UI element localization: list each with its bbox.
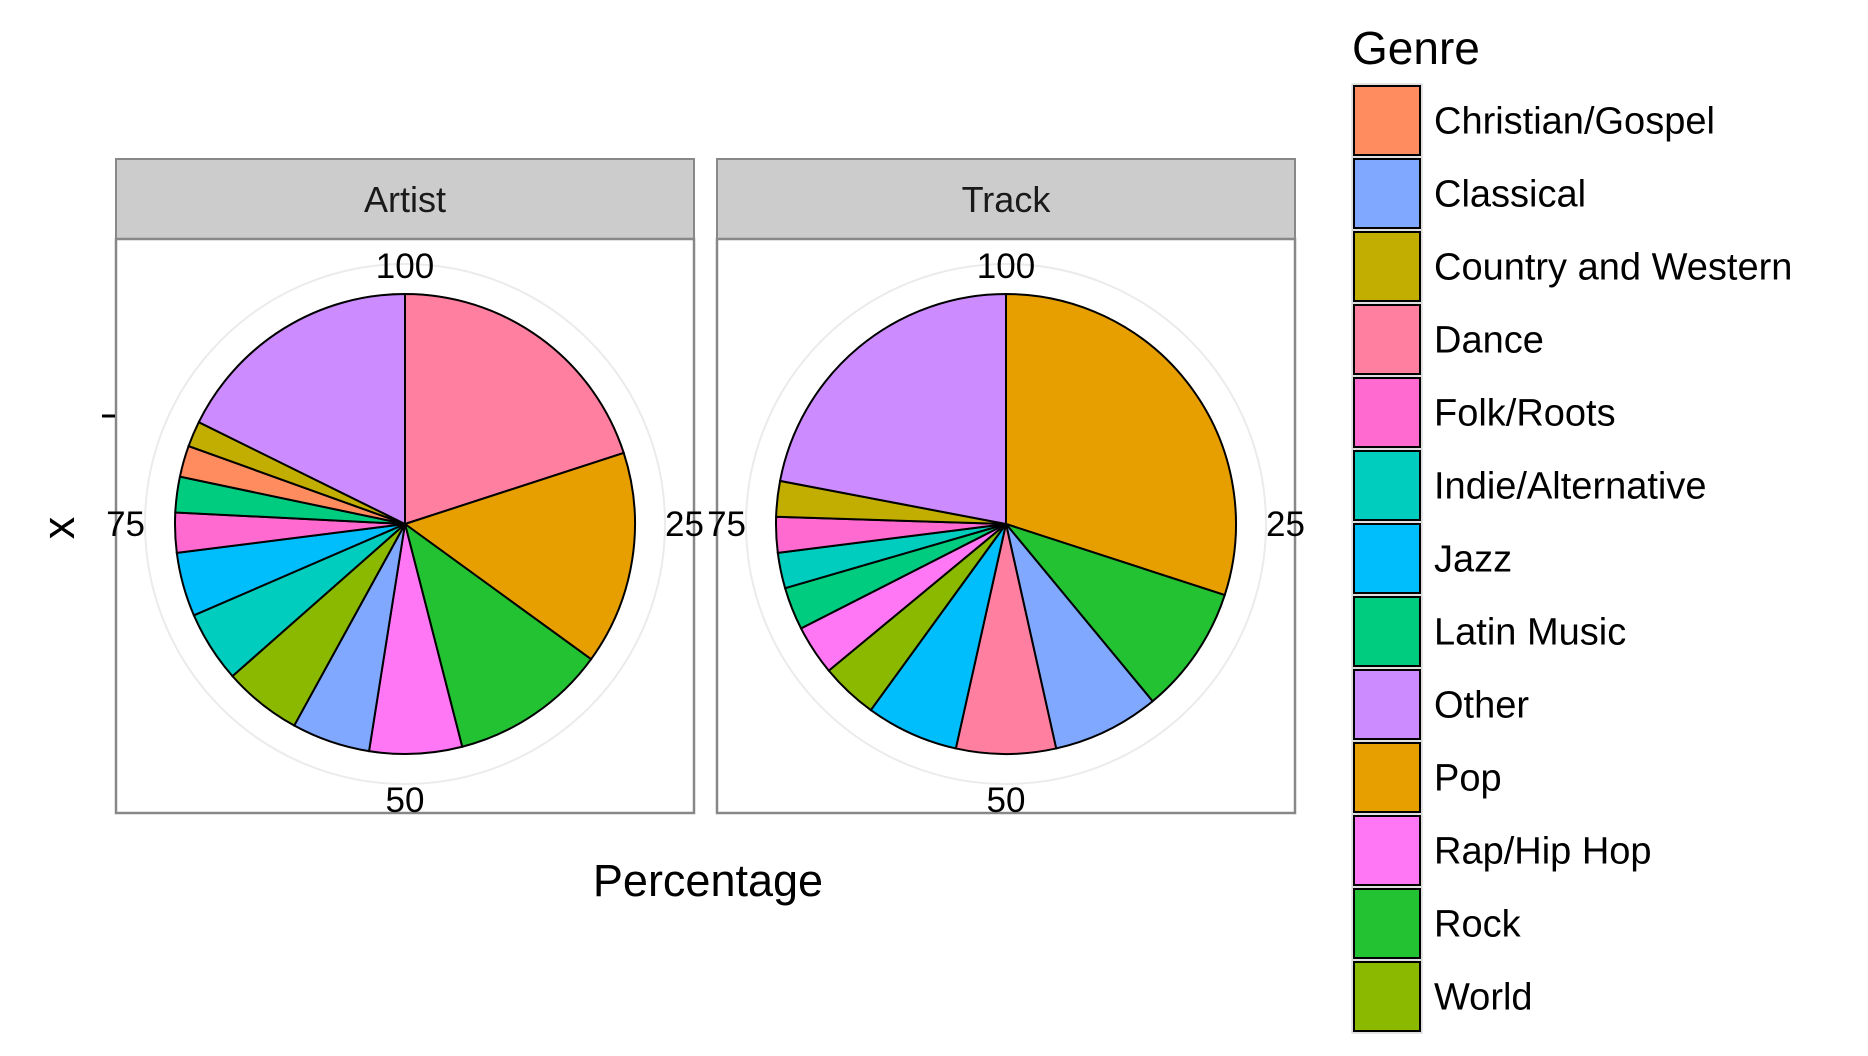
- legend-key-swatch: [1353, 815, 1421, 886]
- facet-strip: [115, 158, 695, 240]
- legend-item-rock: Rock: [1351, 886, 1522, 961]
- legend-label: Rock: [1434, 904, 1522, 946]
- facet-panels: Artist 100 25 50 75 Track 100 25 50 75: [106, 158, 1305, 820]
- legend-item-other: Other: [1351, 667, 1529, 742]
- angle-tick-label: 75: [707, 505, 746, 544]
- facet-strip-label: Track: [962, 179, 1052, 220]
- legend-label: Dance: [1434, 320, 1544, 362]
- slice-other: [197, 292, 406, 526]
- legend-key-swatch: [1353, 669, 1421, 740]
- angle-tick-label: 50: [386, 781, 425, 820]
- legend-key-swatch: [1353, 523, 1421, 594]
- legend-item-christian-gospel: Christian/Gospel: [1351, 83, 1715, 158]
- legend-key-swatch: [1353, 158, 1421, 229]
- angle-tick-label: 100: [977, 247, 1035, 286]
- legend-item-rap-hip-hop: Rap/Hip Hop: [1351, 813, 1652, 888]
- legend-key-swatch: [1353, 304, 1421, 375]
- x-axis-title: Percentage: [593, 855, 823, 906]
- facet-strip-label: Artist: [364, 179, 446, 220]
- legend-item-indie-alternative: Indie/Alternative: [1351, 448, 1707, 523]
- panel-artist: Artist 100 25 50 75: [106, 158, 704, 820]
- legend-item-dance: Dance: [1351, 302, 1544, 377]
- legend: Genre Christian/Gospel Classical Country a…: [1351, 22, 1792, 1034]
- legend-key-swatch: [1353, 888, 1421, 959]
- legend-label: Christian/Gospel: [1434, 101, 1715, 143]
- legend-item-world: World: [1351, 959, 1533, 1034]
- legend-label: World: [1434, 977, 1533, 1019]
- legend-label: Pop: [1434, 758, 1502, 800]
- legend-label: Rap/Hip Hop: [1434, 831, 1652, 873]
- legend-item-latin-music: Latin Music: [1351, 594, 1626, 669]
- legend-item-jazz: Jazz: [1351, 521, 1512, 596]
- legend-key-swatch: [1353, 961, 1421, 1032]
- panel-track: Track 100 25 50 75: [707, 158, 1305, 820]
- legend-item-classical: Classical: [1351, 156, 1586, 231]
- grid-circle: [745, 263, 1267, 785]
- legend-label: Latin Music: [1434, 612, 1626, 654]
- angle-tick-label: 25: [665, 505, 704, 544]
- legend-title: Genre: [1352, 22, 1480, 74]
- legend-label: Jazz: [1434, 539, 1512, 581]
- legend-key-swatch: [1353, 231, 1421, 302]
- facet-strip: [716, 158, 1296, 240]
- angle-tick-label: 50: [987, 781, 1026, 820]
- legend-key-swatch: [1353, 742, 1421, 813]
- legend-item-country-and-western: Country and Western: [1351, 229, 1792, 304]
- y-axis-title: x: [33, 516, 84, 539]
- angle-tick-label: 100: [376, 247, 434, 286]
- legend-items: Christian/Gospel Classical Country and Wes…: [1351, 83, 1792, 1034]
- angle-tick-label: 75: [106, 505, 145, 544]
- slice-dance: [404, 292, 626, 526]
- legend-item-folk-roots: Folk/Roots: [1351, 375, 1616, 450]
- legend-label: Folk/Roots: [1434, 393, 1616, 435]
- slice-classical: [1005, 523, 1155, 750]
- legend-item-pop: Pop: [1351, 740, 1502, 815]
- slice-pop: [402, 451, 636, 661]
- legend-label: Indie/Alternative: [1434, 466, 1707, 508]
- slice-rock: [403, 521, 593, 748]
- slices: [174, 292, 636, 755]
- slices: [775, 292, 1237, 755]
- legend-key-swatch: [1353, 450, 1421, 521]
- legend-key-swatch: [1353, 85, 1421, 156]
- legend-label: Classical: [1434, 174, 1586, 216]
- legend-label: Other: [1434, 685, 1529, 727]
- slice-other: [778, 292, 1007, 526]
- slice-pop: [1005, 292, 1237, 597]
- legend-label: Country and Western: [1434, 247, 1792, 289]
- slice-dance: [954, 523, 1058, 755]
- legend-key-swatch: [1353, 377, 1421, 448]
- slice-rock: [1003, 521, 1227, 703]
- legend-key-swatch: [1353, 596, 1421, 667]
- angle-tick-label: 25: [1266, 505, 1305, 544]
- grid-circle: [144, 263, 666, 785]
